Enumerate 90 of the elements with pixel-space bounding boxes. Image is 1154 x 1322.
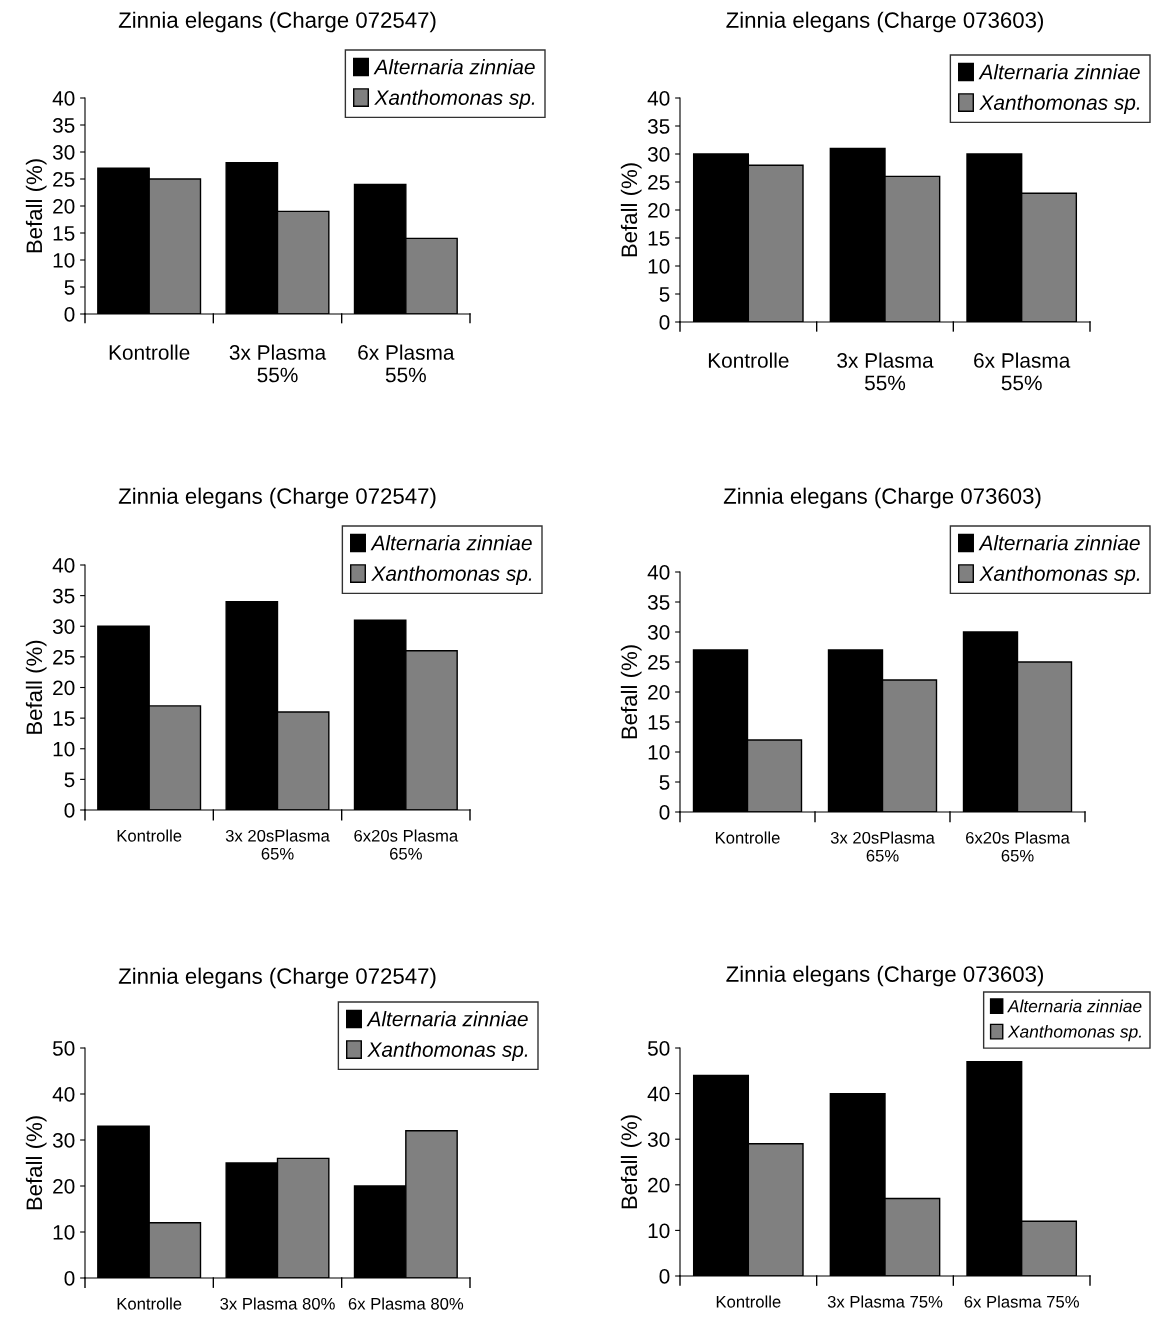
chart-title: Zinnia elegans (Charge 072547): [118, 11, 436, 33]
y-tick-label: 40: [647, 565, 670, 580]
x-tick-label: 6x Plasma 55%: [358, 344, 455, 383]
legend-label: Xanthomonas sp.: [367, 1041, 528, 1062]
x-tick-label: 3x 20sPlasma 65%: [225, 829, 330, 860]
y-tick-label: 25: [648, 655, 670, 670]
y-axis-title: Befall (%): [620, 163, 642, 257]
x-tick-label: Kontrolle: [109, 344, 190, 360]
y-tick-label: 40: [52, 91, 75, 106]
y-tick-label: 20: [648, 1177, 670, 1193]
y-tick-label: 35: [647, 595, 670, 610]
y-tick-label: 0: [659, 1269, 670, 1284]
legend-label: Alternaria zinniae: [978, 64, 1140, 80]
y-tick-label: 30: [647, 625, 670, 640]
y-tick-label: 50: [647, 1041, 670, 1056]
y-tick-label: 30: [52, 1133, 75, 1148]
y-tick-label: 20: [648, 685, 670, 700]
y-tick-label: 30: [647, 147, 670, 162]
x-tick-label: Kontrolle: [117, 1297, 182, 1310]
x-tick-label: 3x 20sPlasma 65%: [830, 831, 935, 862]
y-tick-label: 10: [648, 259, 670, 274]
y-tick-label: 15: [53, 226, 75, 241]
y-tick-label: 5: [64, 772, 75, 788]
y-tick-label: 0: [64, 1271, 75, 1286]
y-tick-label: 25: [53, 172, 75, 187]
y-tick-label: 35: [647, 119, 670, 134]
y-tick-label: 30: [52, 619, 75, 634]
legend-label: Alternaria zinniae: [1007, 999, 1142, 1013]
y-tick-label: 10: [53, 741, 75, 757]
x-tick-label: 6x20s Plasma 65%: [966, 831, 1070, 862]
y-axis-title: Befall (%): [620, 645, 642, 739]
y-tick-label: 5: [659, 287, 670, 302]
y-tick-label: 40: [647, 1086, 670, 1102]
y-tick-label: 30: [52, 145, 75, 160]
chart-title: Zinnia elegans (Charge 073603): [723, 487, 1041, 509]
y-tick-label: 20: [53, 199, 75, 214]
y-axis-title: Befall (%): [25, 640, 47, 734]
y-tick-label: 10: [648, 745, 670, 760]
y-tick-label: 20: [648, 203, 670, 218]
y-tick-label: 15: [53, 711, 75, 726]
legend-label: Alternaria zinniae: [978, 535, 1140, 551]
y-tick-label: 50: [52, 1041, 75, 1056]
y-tick-label: 0: [659, 805, 670, 820]
y-tick-label: 15: [648, 231, 670, 246]
x-tick-label: 6x Plasma 80%: [348, 1297, 464, 1310]
legend-label: Xanthomonas sp.: [374, 89, 535, 110]
x-tick-label: 6x20s Plasma 65%: [354, 829, 459, 860]
x-tick-label: 6x Plasma 75%: [964, 1295, 1079, 1308]
y-tick-label: 15: [648, 715, 670, 730]
x-tick-label: 3x Plasma 55%: [229, 344, 327, 383]
y-tick-label: 20: [53, 1179, 75, 1194]
legend-label: Alternaria zinniae: [373, 59, 535, 75]
x-tick-label: Kontrolle: [708, 352, 789, 368]
x-tick-label: Kontrolle: [715, 831, 780, 844]
y-tick-label: 25: [53, 649, 75, 665]
y-tick-label: 0: [659, 315, 670, 330]
y-tick-label: 10: [53, 1225, 75, 1240]
y-axis-title: Befall (%): [25, 159, 47, 253]
y-tick-label: 30: [647, 1132, 670, 1147]
legend-label: Alternaria zinniae: [370, 535, 532, 551]
legend-label: Xanthomonas sp.: [1007, 1025, 1141, 1042]
y-tick-label: 40: [52, 558, 75, 573]
y-tick-label: 20: [53, 680, 75, 696]
x-tick-label: 3x Plasma 55%: [837, 352, 934, 391]
y-tick-label: 5: [64, 280, 75, 295]
y-tick-label: 0: [64, 803, 75, 818]
chart-title: Zinnia elegans (Charge 073603): [726, 965, 1043, 987]
x-tick-label: Kontrolle: [117, 829, 182, 842]
y-tick-label: 35: [52, 588, 75, 604]
y-tick-label: 10: [53, 253, 75, 268]
chart-title: Zinnia elegans (Charge 073603): [726, 11, 1043, 33]
x-tick-label: 3x Plasma 80%: [220, 1297, 335, 1310]
legend-label: Xanthomonas sp.: [979, 94, 1140, 115]
legend-label: Xanthomonas sp.: [371, 565, 532, 586]
y-tick-label: 5: [659, 775, 670, 790]
y-tick-label: 10: [648, 1223, 670, 1239]
x-tick-label: 3x Plasma 75%: [827, 1295, 943, 1308]
y-axis-title: Befall (%): [620, 1115, 642, 1209]
x-tick-label: 6x Plasma 55%: [974, 352, 1071, 391]
y-tick-label: 25: [648, 175, 670, 190]
y-tick-label: 35: [52, 118, 75, 133]
legend-label: Alternaria zinniae: [366, 1011, 528, 1027]
y-tick-label: 40: [647, 91, 670, 106]
y-tick-label: 0: [64, 307, 75, 322]
y-axis-title: Befall (%): [25, 1116, 47, 1210]
legend-label: Xanthomonas sp.: [979, 565, 1140, 586]
y-tick-label: 40: [52, 1087, 75, 1102]
chart-title: Zinnia elegans (Charge 072547): [118, 967, 436, 989]
x-tick-label: Kontrolle: [716, 1295, 781, 1308]
chart-title: Zinnia elegans (Charge 072547): [118, 487, 436, 509]
